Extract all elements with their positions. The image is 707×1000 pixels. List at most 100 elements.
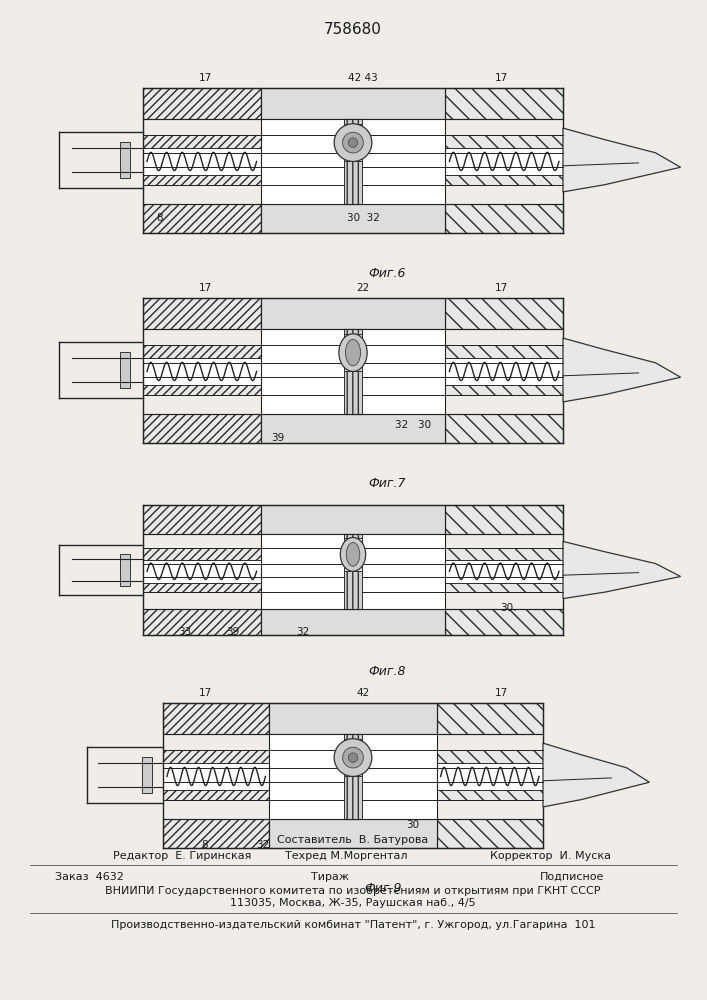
Text: Техред М.Моргентал: Техред М.Моргентал	[285, 851, 407, 861]
Text: Корректор  И. Муска: Корректор И. Муска	[490, 851, 611, 861]
Bar	[143, 204, 261, 232]
Text: Фиг.7: Фиг.7	[368, 477, 405, 490]
Bar	[363, 119, 445, 204]
Bar	[445, 298, 563, 329]
Bar	[261, 609, 445, 635]
Circle shape	[334, 124, 372, 161]
Bar	[261, 88, 445, 119]
Bar	[163, 750, 269, 768]
Bar	[344, 534, 363, 538]
Bar	[143, 576, 261, 592]
Bar	[344, 734, 361, 739]
Bar	[143, 135, 261, 153]
Text: 113035, Москва, Ж-35, Раушская наб., 4/5: 113035, Москва, Ж-35, Раушская наб., 4/5	[230, 898, 476, 908]
Text: Тираж: Тираж	[311, 872, 349, 882]
Bar	[445, 135, 563, 153]
Bar	[143, 148, 261, 174]
Bar	[445, 609, 563, 635]
Bar	[143, 167, 261, 185]
Bar	[363, 329, 445, 414]
Bar	[445, 167, 563, 185]
Text: 8: 8	[157, 213, 163, 223]
Polygon shape	[563, 541, 681, 599]
Text: Производственно-издательский комбинат "Патент", г. Ужгород, ул.Гагарина  101: Производственно-издательский комбинат "П…	[111, 920, 595, 930]
Text: 30  32: 30 32	[346, 213, 380, 223]
Bar	[445, 204, 563, 232]
Ellipse shape	[340, 538, 366, 571]
Bar	[344, 119, 363, 124]
Bar	[142, 757, 151, 793]
Polygon shape	[563, 338, 681, 402]
Text: Фиг.6: Фиг.6	[368, 267, 405, 280]
Bar	[143, 358, 261, 384]
Circle shape	[343, 747, 363, 768]
Text: 8: 8	[201, 840, 209, 850]
Bar	[344, 161, 363, 204]
Circle shape	[349, 753, 358, 762]
Bar	[143, 345, 261, 363]
Bar	[437, 702, 543, 734]
Bar	[344, 571, 363, 609]
Bar	[269, 734, 344, 818]
Bar	[437, 818, 543, 848]
Text: ВНИИПИ Государственного комитета по изобретениям и открытиям при ГКНТ СССР: ВНИИПИ Государственного комитета по изоб…	[105, 886, 601, 896]
Bar	[261, 534, 344, 609]
Bar	[361, 734, 437, 818]
Bar	[143, 505, 261, 534]
Bar	[143, 377, 261, 395]
Text: Фиг.8: Фиг.8	[368, 665, 405, 678]
Text: 17: 17	[494, 283, 508, 293]
Bar	[437, 763, 543, 790]
Text: 32: 32	[296, 627, 310, 637]
Bar	[261, 329, 344, 414]
Bar	[120, 554, 130, 586]
Text: 39: 39	[271, 433, 285, 443]
Bar	[344, 571, 363, 609]
Polygon shape	[563, 128, 681, 192]
Text: 17: 17	[199, 73, 211, 83]
Bar	[344, 161, 363, 204]
Bar	[334, 739, 372, 776]
Bar	[445, 345, 563, 363]
Bar	[163, 763, 269, 790]
Bar	[445, 377, 563, 395]
Text: 30.: 30.	[500, 603, 516, 613]
Bar	[143, 414, 261, 442]
Text: 17: 17	[494, 73, 508, 83]
Text: 17: 17	[199, 283, 211, 293]
Text: 32: 32	[257, 840, 269, 850]
Bar	[143, 548, 261, 564]
Bar	[445, 505, 563, 534]
Polygon shape	[543, 743, 650, 807]
Ellipse shape	[346, 339, 361, 366]
Circle shape	[349, 138, 358, 147]
Ellipse shape	[339, 334, 367, 371]
Text: 42 43: 42 43	[348, 73, 378, 83]
Bar	[143, 88, 261, 119]
Bar	[344, 119, 363, 124]
Text: Подписное: Подписное	[540, 872, 604, 882]
Bar	[334, 124, 372, 161]
Bar	[344, 371, 363, 414]
Text: 30: 30	[407, 820, 419, 830]
Bar	[445, 414, 563, 442]
Bar	[344, 776, 361, 818]
Bar	[269, 818, 437, 848]
Bar	[120, 352, 130, 388]
Circle shape	[343, 132, 363, 153]
Bar	[344, 329, 363, 334]
Bar	[261, 119, 344, 204]
Bar	[163, 702, 269, 734]
Bar	[445, 548, 563, 564]
Text: Фиг.9: Фиг.9	[365, 882, 402, 895]
Text: 39: 39	[226, 627, 240, 637]
Bar	[445, 576, 563, 592]
Bar	[143, 560, 261, 583]
Text: 33: 33	[178, 627, 192, 637]
Bar	[437, 782, 543, 800]
Bar	[445, 88, 563, 119]
Bar	[261, 505, 445, 534]
Bar	[344, 734, 361, 739]
Text: 17: 17	[199, 688, 211, 698]
Bar	[163, 818, 269, 848]
